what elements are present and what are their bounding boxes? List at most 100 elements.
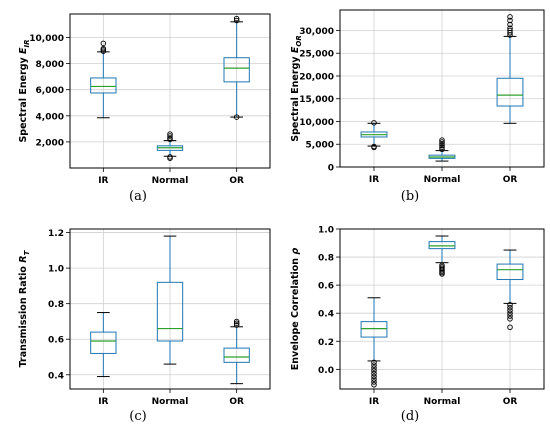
plot-frame [69, 228, 271, 390]
outlier-point [371, 365, 377, 371]
outlier-point [507, 21, 513, 28]
x-tick-label: OR [229, 176, 244, 186]
box-or [223, 318, 250, 385]
outlier-point [507, 14, 513, 20]
plot-frame [339, 9, 545, 168]
panel-caption-d: (d) [400, 409, 420, 424]
y-tick-label: 0.2 [318, 338, 334, 348]
x-tick-label: IR [369, 397, 379, 407]
y-tick-label: 15,000 [299, 95, 334, 105]
box-ir [360, 297, 388, 388]
y-tick-label: 30,000 [299, 27, 334, 37]
outlier-point [439, 139, 445, 145]
y-tick-label: 0.8 [318, 254, 334, 264]
outlier-point [233, 318, 240, 325]
outlier-point [371, 362, 377, 368]
x-tick-label: Normal [424, 175, 461, 185]
y-tick-label: 8,000 [36, 60, 64, 70]
outlier-point [371, 373, 377, 380]
outlier-point [439, 144, 445, 151]
outlier-point [233, 15, 240, 22]
x-tick-label: IR [98, 397, 108, 407]
box-iqr [90, 331, 117, 354]
x-tick-label: IR [369, 175, 379, 185]
outlier-point [167, 135, 173, 141]
y-tick-label: 10,000 [299, 118, 334, 128]
box-or [496, 14, 524, 124]
panel-caption-c: (c) [129, 409, 147, 424]
box-ir [90, 40, 117, 119]
outlier-point [371, 379, 377, 385]
panel-3: 0.4 0.6 0.8 1.0 1.2 IR Normal OR Transmission Ra… [18, 228, 271, 407]
outlier-point [167, 131, 173, 137]
outlier-point [371, 359, 377, 366]
outlier-point [507, 316, 513, 322]
panel-2: 0 5,000 10,000 15,000 20,000 25,000 30,000 IR No… [290, 9, 545, 185]
y-axis-label: Transmission Ratio RT [18, 249, 31, 367]
y-tick-label: 0.6 [318, 282, 334, 292]
box-or [223, 15, 250, 120]
box-iqr [496, 77, 524, 107]
x-tick-label: Normal [424, 397, 461, 407]
y-axis-label: Spectral Energy EOR [290, 35, 303, 141]
y-tick-label: 1.2 [48, 229, 64, 239]
y-tick-label: 25,000 [299, 50, 334, 60]
box-iqr [496, 263, 524, 281]
outlier-point [439, 142, 445, 149]
box-normal [156, 235, 184, 365]
outlier-point [167, 133, 173, 139]
outlier-point [507, 313, 513, 319]
y-tick-label: 10,000 [29, 34, 64, 44]
y-tick-label: 0.8 [48, 300, 64, 310]
box-normal [428, 137, 456, 162]
outlier-point [371, 370, 377, 377]
outlier-point [371, 143, 377, 150]
plot-frame [69, 13, 271, 169]
outlier-point [507, 17, 513, 24]
y-tick-label: 6,000 [36, 86, 64, 96]
outlier-point [439, 137, 445, 143]
y-tick-label: 0.4 [318, 310, 334, 320]
panel-caption-a: (a) [129, 189, 147, 204]
x-tick-label: OR [503, 175, 518, 185]
outlier-point [167, 154, 173, 160]
outlier-point [507, 302, 513, 308]
outlier-point [371, 368, 377, 374]
outlier-point [507, 307, 513, 314]
y-tick-label: 0 [328, 164, 334, 174]
outlier-point [100, 40, 107, 47]
outlier-point [439, 141, 445, 147]
plot-frame [339, 228, 545, 390]
outlier-point [439, 262, 445, 269]
outlier-point [100, 45, 107, 52]
y-tick-label: 1.0 [48, 265, 64, 275]
box-iqr [360, 321, 388, 338]
box-or [496, 249, 524, 330]
outlier-point [507, 310, 513, 316]
x-tick-label: Normal [152, 397, 189, 407]
box-ir [360, 120, 388, 151]
x-tick-label: IR [98, 176, 108, 186]
box-iqr [223, 347, 250, 363]
outlier-point [233, 17, 240, 24]
outlier-point [439, 146, 445, 153]
x-tick-label: Normal [152, 176, 189, 186]
box-iqr [90, 77, 117, 94]
y-axis-label: Envelope Correlation ρ [290, 248, 301, 371]
x-tick-label: OR [503, 397, 518, 407]
outlier-point [233, 322, 240, 328]
y-tick-label: 20,000 [299, 72, 334, 82]
outlier-point [233, 320, 240, 326]
y-tick-label: 0.6 [48, 336, 64, 346]
y-tick-label: 1.0 [318, 226, 334, 236]
box-normal [156, 131, 184, 161]
box-ir [90, 312, 117, 378]
y-tick-label: 5,000 [306, 141, 334, 151]
box-iqr [223, 57, 250, 83]
box-normal [428, 235, 456, 277]
outlier-point [507, 25, 513, 31]
outlier-point [233, 114, 240, 120]
outlier-point [371, 376, 377, 382]
